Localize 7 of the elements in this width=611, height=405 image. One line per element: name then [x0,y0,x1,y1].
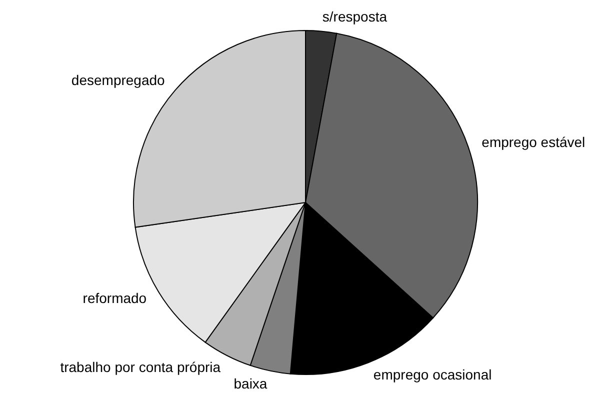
slice-label: trabalho por conta própria [60,358,221,375]
slice-label: desempregado [71,72,166,88]
slice-label: emprego ocasional [373,366,492,383]
slice-label: reformado [82,290,147,306]
slice-label: baixa [234,376,268,392]
slice-label: s/resposta [322,8,388,24]
slice-label: emprego estável [482,134,586,150]
